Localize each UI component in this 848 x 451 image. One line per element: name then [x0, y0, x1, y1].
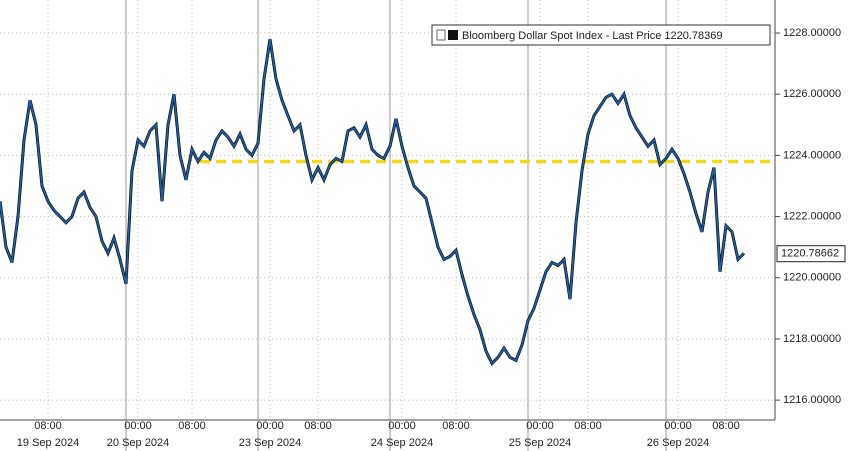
x-tick-label: 08:00: [178, 420, 206, 432]
legend-box: [431, 24, 771, 46]
last-value-box: [776, 245, 846, 263]
y-tick-label: 1218.00000: [783, 333, 841, 345]
legend-swatch-outline: [436, 29, 446, 41]
legend-swatch: [448, 30, 458, 40]
date-label: 23 Sep 2024: [239, 437, 301, 449]
x-tick-label: 08:00: [34, 420, 62, 432]
x-tick-label: 00:00: [664, 420, 692, 432]
y-tick-label: 1226.00000: [783, 88, 841, 100]
price-line: [0, 39, 745, 365]
y-tick-label: 1224.00000: [783, 149, 841, 161]
x-tick-label: 00:00: [256, 420, 284, 432]
last-value-label: 1220.78662: [781, 248, 839, 260]
x-tick-label: 08:00: [712, 420, 740, 432]
date-label: 26 Sep 2024: [647, 437, 709, 449]
date-label: 25 Sep 2024: [509, 437, 571, 449]
y-tick-label: 1220.00000: [783, 272, 841, 284]
x-tick-label: 08:00: [574, 420, 602, 432]
x-tick-label: 08:00: [442, 420, 470, 432]
y-tick-label: 1228.00000: [783, 27, 841, 39]
x-tick-label: 08:00: [304, 420, 332, 432]
y-tick-label: 1216.00000: [783, 394, 841, 406]
legend-label: Bloomberg Dollar Spot Index - Last Price…: [462, 30, 723, 42]
date-label: 24 Sep 2024: [371, 437, 433, 449]
y-tick-label: 1222.00000: [783, 210, 841, 222]
date-label: 19 Sep 2024: [17, 437, 79, 449]
x-tick-label: 00:00: [526, 420, 554, 432]
date-label: 20 Sep 2024: [107, 437, 169, 449]
x-tick-label: 00:00: [388, 420, 416, 432]
x-tick-label: 00:00: [124, 420, 152, 432]
